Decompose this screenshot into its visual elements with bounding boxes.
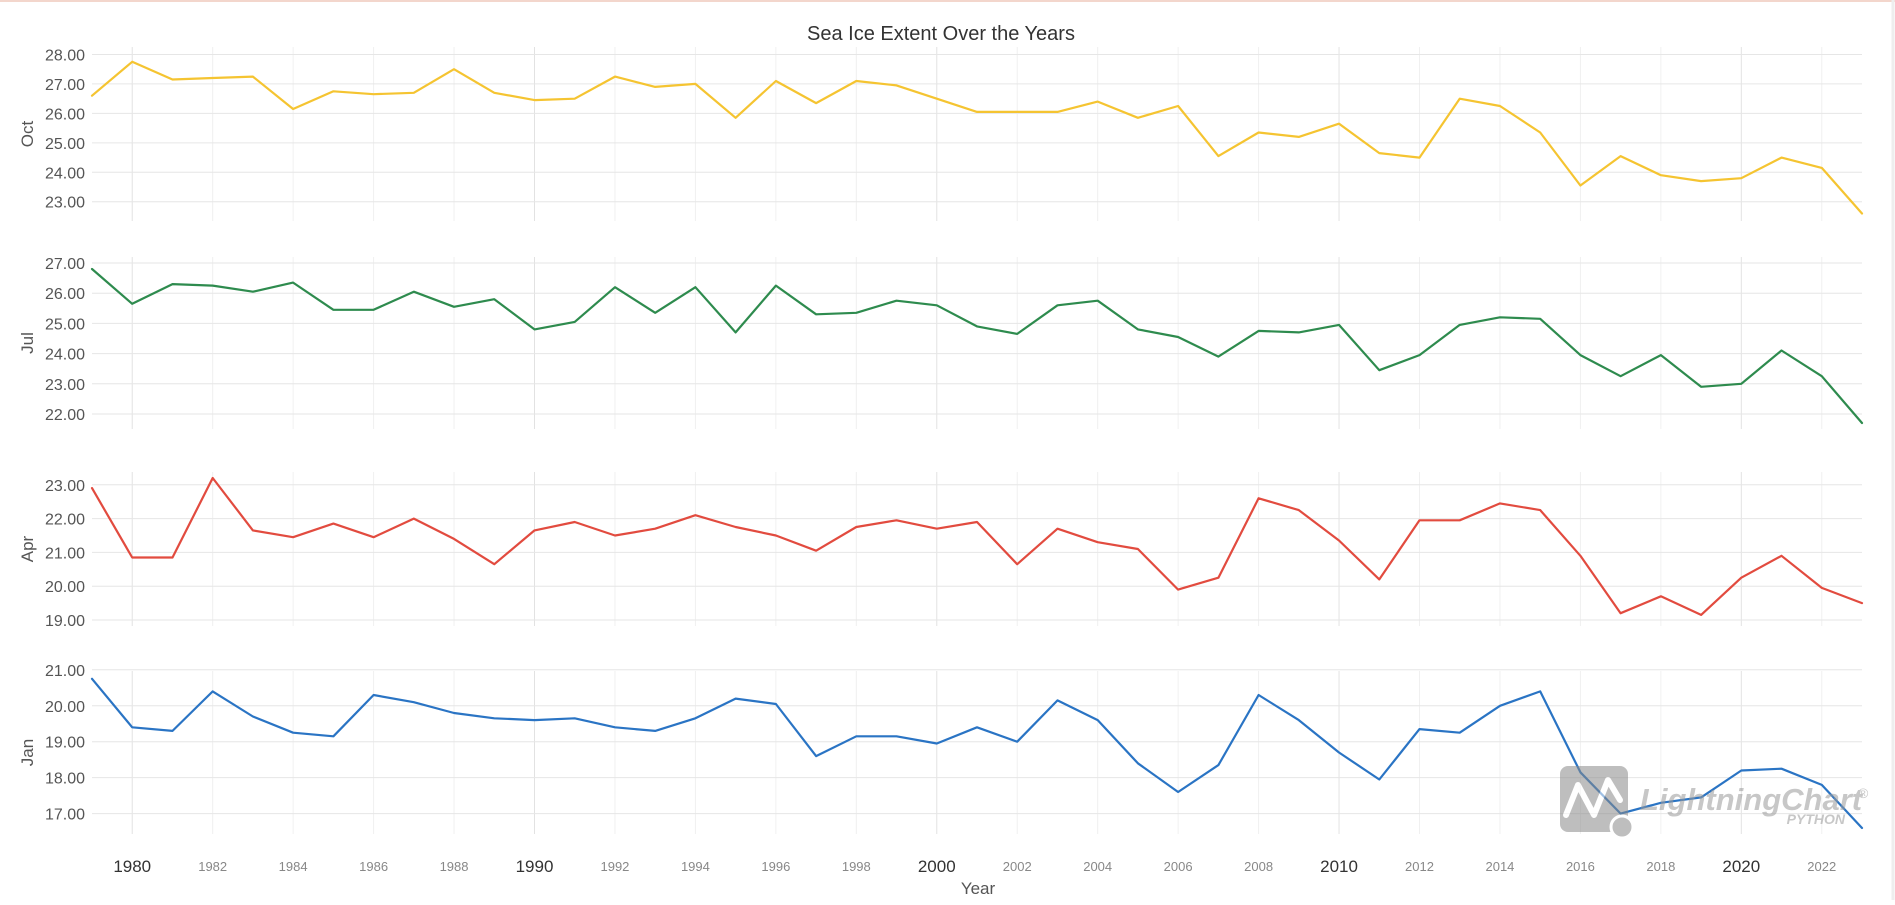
watermark-brand: LightningChart — [1640, 782, 1864, 817]
y-tick-label: 28.00 — [45, 47, 85, 64]
x-tick-label-minor: 1994 — [681, 859, 710, 874]
x-tick-label-minor: 1996 — [761, 859, 790, 874]
y-tick-label: 19.00 — [45, 613, 85, 630]
y-tick-label: 17.00 — [45, 807, 85, 824]
y-tick-label: 20.00 — [45, 579, 85, 596]
x-tick-label-major: 2020 — [1722, 857, 1760, 876]
panel-jan: 21.00 20.00 19.00 18.00 17.00 Jan — [18, 663, 1864, 830]
x-tick-label-minor: 2002 — [1003, 859, 1032, 874]
lightningchart-watermark: LightningChart ® PYTHON — [1560, 766, 1869, 840]
x-tick-label-minor: 1982 — [198, 859, 227, 874]
series-line-oct — [90, 60, 1864, 215]
y-tick-label: 21.00 — [45, 545, 85, 562]
x-tick-label-minor: 2006 — [1164, 859, 1193, 874]
y-tick-label: 22.00 — [45, 407, 85, 424]
y-tick-label: 22.00 — [45, 512, 85, 529]
panel-oct: 28.00 27.00 26.00 25.00 24.00 23.00 Oct — [18, 47, 1864, 215]
x-tick-label-minor: 2012 — [1405, 859, 1434, 874]
x-tick-label-minor: 1998 — [842, 859, 871, 874]
y-tick-label: 27.00 — [45, 77, 85, 94]
series-line-jul — [90, 267, 1864, 425]
y-tick-label: 24.00 — [45, 347, 85, 364]
x-tick-label-minor: 2008 — [1244, 859, 1273, 874]
y-tick-label: 18.00 — [45, 771, 85, 788]
panel-jul: 27.00 26.00 25.00 24.00 23.00 22.00 Jul — [18, 256, 1864, 425]
y-tick-label: 21.00 — [45, 663, 85, 680]
x-axis-title: Year — [961, 879, 996, 898]
y-tick-label: 23.00 — [45, 478, 85, 495]
y-tick-label: 25.00 — [45, 316, 85, 333]
x-tick-label-major: 1990 — [516, 857, 554, 876]
y-tick-label: 19.00 — [45, 735, 85, 752]
y-tick-label: 27.00 — [45, 256, 85, 273]
watermark-sub: PYTHON — [1787, 811, 1846, 827]
y-axis-title-jan: Jan — [18, 739, 37, 766]
lightningchart-logo-icon — [1560, 766, 1635, 840]
x-tick-label-minor: 2022 — [1807, 859, 1836, 874]
y-tick-label: 23.00 — [45, 377, 85, 394]
y-tick-label: 26.00 — [45, 286, 85, 303]
panel-apr: 23.00 22.00 21.00 20.00 19.00 Apr — [18, 476, 1864, 630]
y-tick-label: 25.00 — [45, 136, 85, 153]
y-axis-title-jul: Jul — [18, 332, 37, 354]
x-tick-label-minor: 1984 — [279, 859, 308, 874]
x-tick-label-minor: 2016 — [1566, 859, 1595, 874]
x-tick-label-minor: 1986 — [359, 859, 388, 874]
watermark-registered: ® — [1858, 785, 1869, 801]
x-axis: 1980 1990 2000 2010 2020 1982 1984 1986 1988 1992… — [113, 857, 1836, 876]
x-tick-label-minor: 1992 — [600, 859, 629, 874]
y-tick-label: 24.00 — [45, 165, 85, 182]
x-tick-label-minor: 2018 — [1646, 859, 1675, 874]
y-axis-title-oct: Oct — [18, 121, 37, 148]
y-axis-title-apr: Apr — [18, 535, 37, 562]
panels-layer: 28.00 27.00 26.00 25.00 24.00 23.00 Oct 27.00 26… — [18, 47, 1864, 834]
x-tick-label-major: 1980 — [113, 857, 151, 876]
x-tick-label-minor: 2014 — [1485, 859, 1514, 874]
x-tick-label-minor: 2004 — [1083, 859, 1112, 874]
x-tick-label-major: 2000 — [918, 857, 956, 876]
x-tick-label-minor: 1988 — [440, 859, 469, 874]
series-line-apr — [90, 476, 1864, 617]
chart-title: Sea Ice Extent Over the Years — [807, 23, 1075, 45]
y-tick-label: 23.00 — [45, 195, 85, 212]
series-line-jan — [90, 677, 1864, 830]
y-tick-label: 26.00 — [45, 106, 85, 123]
y-tick-label: 20.00 — [45, 699, 85, 716]
x-tick-label-major: 2010 — [1320, 857, 1358, 876]
